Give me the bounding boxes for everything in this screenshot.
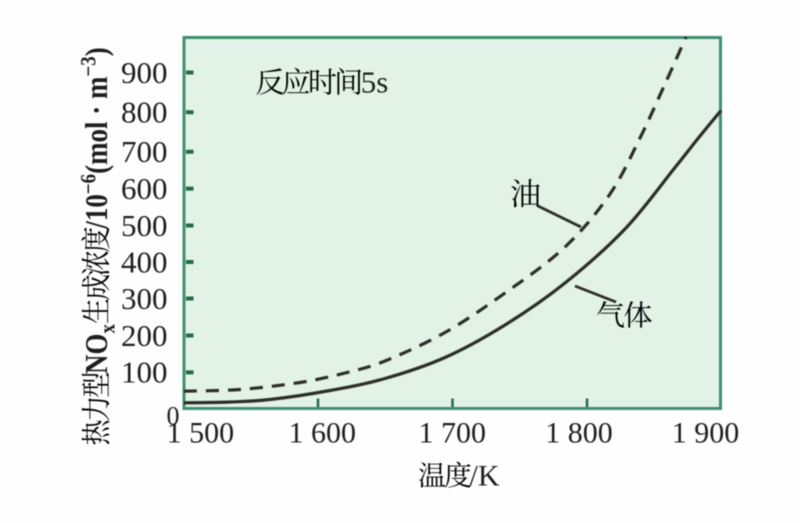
svg-text:800: 800	[121, 95, 168, 130]
svg-text:300: 300	[121, 281, 168, 316]
svg-text:100: 100	[121, 355, 168, 390]
svg-text:200: 200	[121, 318, 168, 353]
svg-text:NO: NO	[80, 333, 114, 373]
svg-text:/K: /K	[470, 460, 500, 493]
svg-text:/10−6(mol · m−3): /10−6(mol · m−3)	[77, 47, 114, 229]
svg-text:1 600: 1 600	[289, 416, 357, 449]
svg-text:1 700: 1 700	[419, 416, 487, 449]
svg-text:0: 0	[167, 402, 180, 431]
svg-text:1 900: 1 900	[672, 416, 740, 449]
svg-text:500: 500	[121, 208, 168, 243]
svg-text:1 800: 1 800	[545, 416, 613, 449]
svg-text:400: 400	[121, 244, 168, 279]
svg-text:700: 700	[121, 134, 168, 169]
svg-text:1 500: 1 500	[167, 416, 235, 449]
svg-text:x: x	[96, 323, 120, 333]
svg-text:5s: 5s	[361, 65, 389, 100]
svg-text:600: 600	[121, 171, 168, 206]
svg-text:900: 900	[121, 55, 168, 90]
